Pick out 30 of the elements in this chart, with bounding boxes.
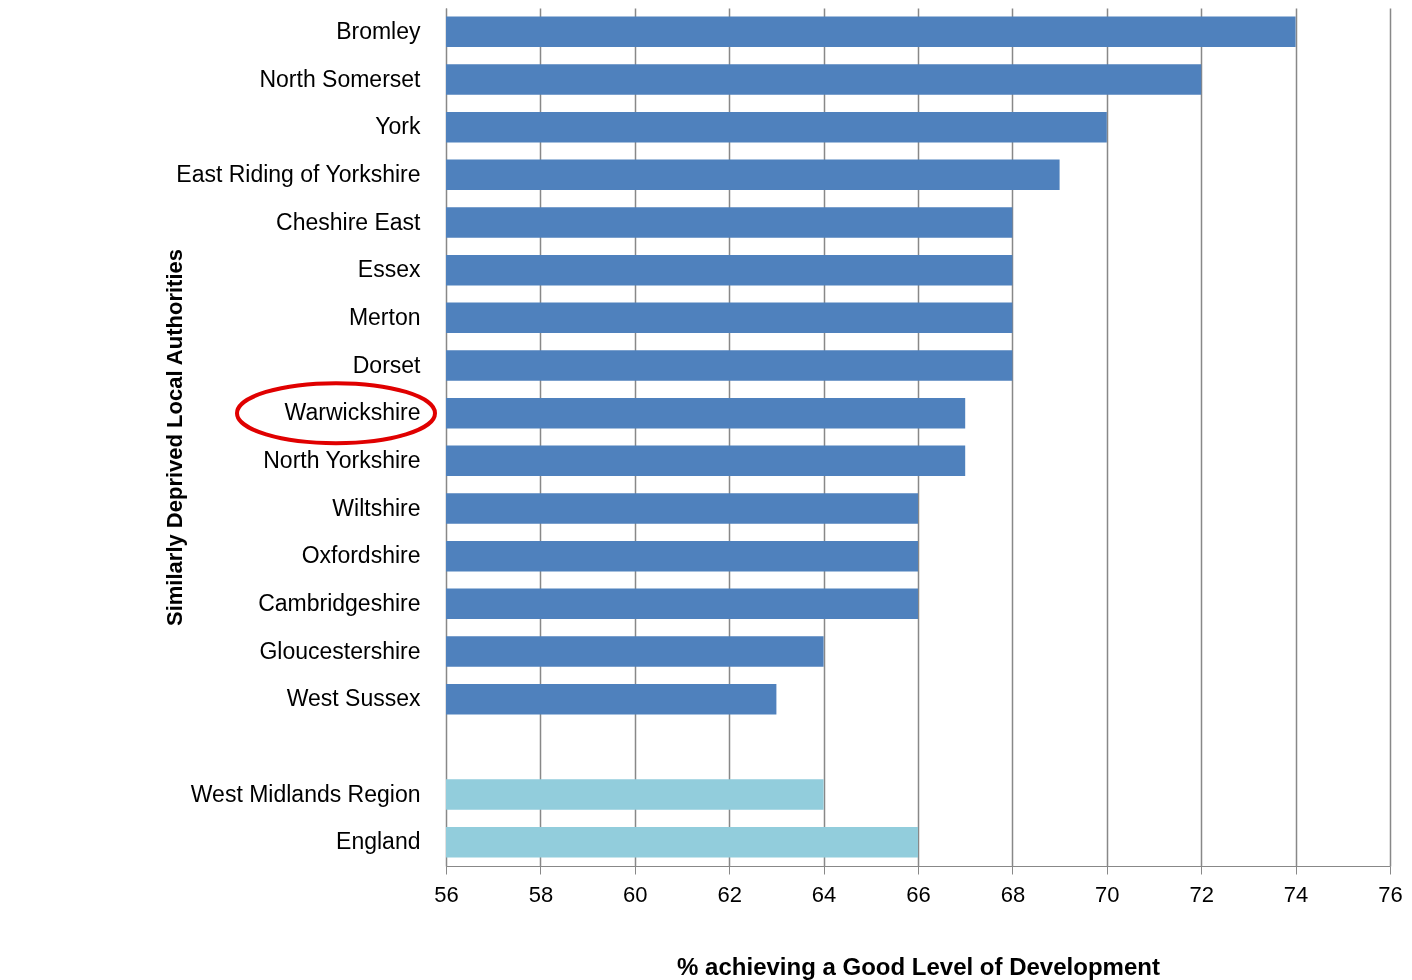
x-tick-label: 62: [717, 881, 742, 907]
y-tick-label: York: [375, 113, 421, 140]
x-tick-label: 70: [1095, 881, 1120, 907]
x-tick-label: 60: [623, 881, 648, 907]
x-tick-label: 58: [528, 881, 554, 907]
y-tick-label: North Somerset: [259, 65, 422, 92]
y-tick-label: Cheshire East: [276, 208, 422, 235]
y-tick-label: Dorset: [352, 351, 422, 378]
y-tick-label: North Yorkshire: [263, 446, 421, 473]
x-tick-label: 76: [1378, 881, 1403, 907]
y-tick-label: Essex: [357, 256, 421, 283]
y-tick-label: Gloucestershire: [259, 637, 421, 664]
y-tick-label: England: [336, 828, 421, 855]
x-tick-label: 74: [1283, 881, 1309, 907]
y-tick-label: Wiltshire: [332, 494, 421, 521]
y-tick-label: Cambridgeshire: [258, 589, 421, 616]
y-tick-label: Warwickshire: [284, 399, 421, 426]
y-axis-title: Similarly Deprived Local Authorities: [161, 249, 187, 626]
y-tick-label: West Sussex: [286, 685, 421, 712]
y-tick-label: Merton: [348, 303, 421, 330]
x-axis-title: % achieving a Good Level of Development: [677, 952, 1160, 980]
x-tick-label: 56: [434, 881, 459, 907]
y-tick-label: Bromley: [336, 17, 421, 44]
y-tick-label: West Midlands Region: [190, 780, 421, 807]
y-tick-label: East Riding of Yorkshire: [176, 160, 421, 187]
y-tick-label: Oxfordshire: [301, 542, 421, 569]
x-tick-label: 66: [906, 881, 931, 907]
x-tick-label: 64: [811, 881, 837, 907]
x-tick-label: 72: [1189, 881, 1214, 907]
x-tick-label: 68: [1000, 881, 1026, 907]
